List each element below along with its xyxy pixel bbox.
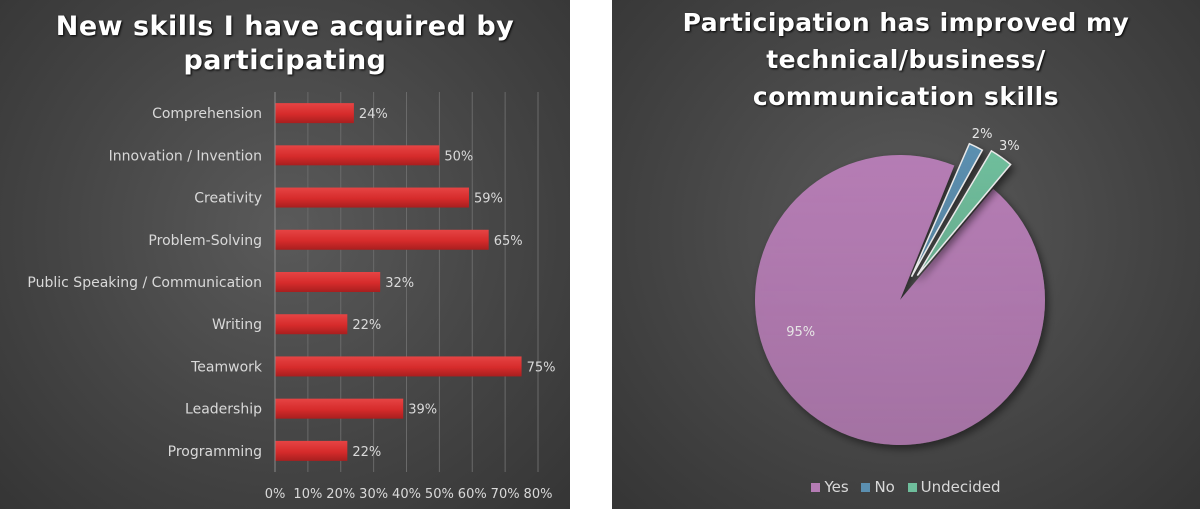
bar-data-label: 39% xyxy=(408,403,437,418)
legend-item-undecided: Undecided xyxy=(907,478,1001,496)
legend-swatch-no xyxy=(861,483,871,492)
bar xyxy=(275,398,404,419)
bar xyxy=(275,356,522,377)
x-tick-label: 40% xyxy=(392,487,421,502)
bar-data-label: 22% xyxy=(352,445,381,460)
category-label: Problem-Solving xyxy=(148,233,262,249)
pie-slice-no xyxy=(910,142,984,278)
category-label: Writing xyxy=(212,317,262,333)
pie-chart-plot: 95% 2% 3% xyxy=(754,127,1045,445)
bar-chart-panel: New skills I have acquired by participat… xyxy=(0,0,570,509)
category-label: Teamwork xyxy=(190,359,263,375)
x-tick-label: 20% xyxy=(326,487,355,502)
legend-item-yes: Yes xyxy=(811,478,849,496)
pie-data-label-yes: 95% xyxy=(786,325,815,340)
legend-label-yes: Yes xyxy=(824,478,849,496)
bar xyxy=(275,314,348,335)
category-label: Programming xyxy=(168,444,262,460)
category-label: Creativity xyxy=(194,191,262,207)
legend-item-no: No xyxy=(861,478,895,496)
pie-slice-yes xyxy=(754,154,1045,445)
bar-data-label: 75% xyxy=(527,360,556,375)
bar-chart-title-line-1: New skills I have acquired by xyxy=(55,11,515,42)
bar-chart-title: New skills I have acquired by participat… xyxy=(0,10,570,78)
bar xyxy=(275,187,469,208)
category-label: Leadership xyxy=(185,402,262,418)
pie-slice-undecided xyxy=(916,149,1012,277)
bar-chart-plot: 0% 10% 20% 30% 40% 50% 60% 70% 80% Comprehension 2… xyxy=(27,92,556,502)
pie-data-label-undecided: 3% xyxy=(999,139,1020,154)
legend-swatch-yes xyxy=(811,483,821,492)
x-tick-label: 30% xyxy=(359,487,388,502)
x-tick-label: 80% xyxy=(524,487,553,502)
bar-data-label: 24% xyxy=(359,107,388,122)
category-label: Public Speaking / Communication xyxy=(27,275,262,291)
legend-swatch-undecided xyxy=(907,483,917,492)
bar-data-label: 22% xyxy=(352,318,381,333)
pie-chart-title-line-3: communication skills xyxy=(752,82,1060,111)
bar xyxy=(275,145,440,166)
bar xyxy=(275,272,381,292)
bar-data-label: 59% xyxy=(474,192,503,207)
bar-data-label: 65% xyxy=(494,234,523,249)
pie-chart-title: Participation has improved my technical/… xyxy=(612,4,1200,115)
pie-chart-panel: Participation has improved my technical/… xyxy=(612,0,1200,509)
category-label: Innovation / Invention xyxy=(109,148,262,164)
x-tick-label: 0% xyxy=(265,487,286,502)
x-tick-label: 10% xyxy=(293,487,322,502)
bar xyxy=(275,103,354,124)
bar xyxy=(275,440,348,461)
category-label: Comprehension xyxy=(152,106,262,122)
bar-data-label: 32% xyxy=(385,276,414,291)
pie-chart-title-line-1: Participation has improved my xyxy=(682,8,1130,37)
pie-chart-title-line-2: technical/business/ xyxy=(766,45,1046,74)
bar-chart-title-line-2: participating xyxy=(183,45,387,76)
bar-data-label: 50% xyxy=(444,149,473,164)
x-tick-label: 70% xyxy=(491,487,520,502)
legend-label-no: No xyxy=(874,478,895,496)
pie-data-label-no: 2% xyxy=(972,127,993,142)
bar xyxy=(275,229,489,250)
pie-legend: Yes No Undecided xyxy=(612,478,1200,496)
x-tick-label: 50% xyxy=(425,487,454,502)
legend-label-undecided: Undecided xyxy=(920,478,1001,496)
x-tick-label: 60% xyxy=(458,487,487,502)
